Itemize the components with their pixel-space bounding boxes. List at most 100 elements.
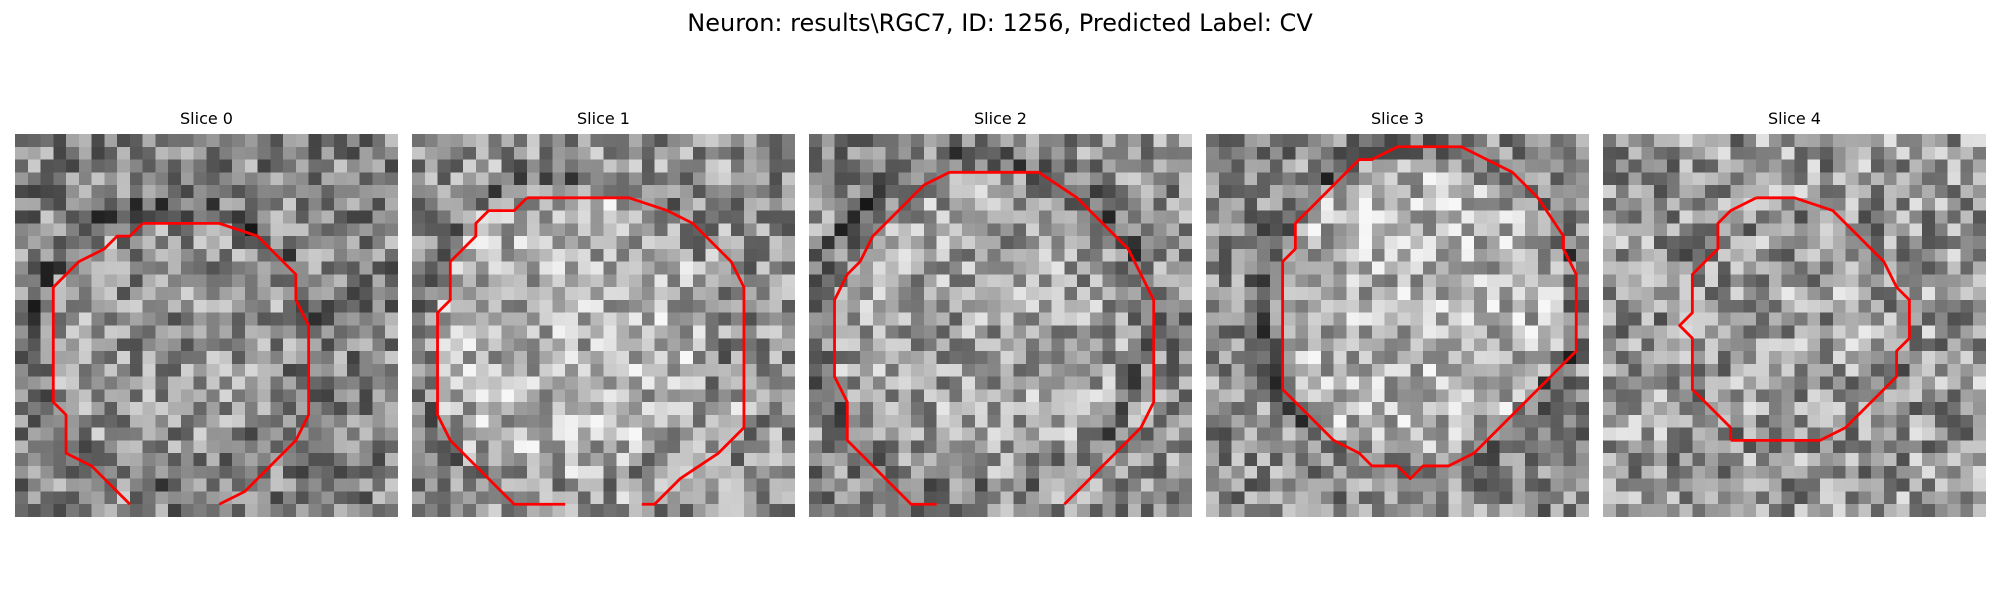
pixel (1295, 159, 1309, 173)
pixel (616, 478, 630, 492)
pixel (283, 134, 297, 148)
pixel (1512, 427, 1526, 441)
pixel (603, 223, 617, 237)
pixel (142, 389, 156, 403)
pixel (1896, 146, 1910, 160)
pixel (1679, 274, 1693, 288)
pixel (821, 389, 835, 403)
pixel (1359, 338, 1373, 352)
pixel (616, 414, 630, 428)
pixel (1128, 363, 1142, 377)
pixel (809, 351, 823, 365)
pixel (923, 287, 937, 301)
pixel (1308, 287, 1322, 301)
pixel (283, 465, 297, 479)
pixel (15, 210, 29, 224)
pixel (117, 261, 131, 275)
pixel (1550, 172, 1564, 186)
pixel (437, 491, 451, 505)
pixel (321, 491, 335, 505)
pixel (117, 134, 131, 148)
pixel (654, 236, 668, 250)
pixel (91, 351, 105, 365)
pixel (1794, 312, 1808, 326)
pixel (1295, 299, 1309, 313)
pixel (911, 453, 925, 467)
pixel (1960, 351, 1974, 365)
pixel (1512, 325, 1526, 339)
pixel (1282, 453, 1296, 467)
pixel (1179, 312, 1192, 326)
pixel (1384, 363, 1398, 377)
pixel (346, 389, 360, 403)
pixel (40, 299, 54, 313)
pixel (1537, 287, 1551, 301)
pixel (1000, 465, 1014, 479)
pixel (629, 159, 643, 173)
pixel (911, 427, 925, 441)
pixel (1563, 274, 1577, 288)
pixel (1756, 453, 1770, 467)
pixel (809, 210, 823, 224)
pixel (962, 414, 976, 428)
pixel (1717, 185, 1731, 199)
pixel (1794, 210, 1808, 224)
pixel (1654, 223, 1668, 237)
pixel (860, 338, 874, 352)
pixel (1320, 159, 1334, 173)
pixel (1000, 351, 1014, 365)
pixel (1269, 465, 1283, 479)
pixel (1550, 134, 1564, 148)
pixel (1832, 172, 1846, 186)
pixel (1308, 146, 1322, 160)
pixel (1410, 223, 1424, 237)
pixel (1179, 402, 1192, 416)
pixel (590, 478, 604, 492)
pixel (1845, 504, 1859, 517)
pixel (1295, 287, 1309, 301)
pixel (552, 376, 566, 390)
pixel (1179, 478, 1192, 492)
pixel (1973, 453, 1986, 467)
pixel (270, 440, 284, 454)
pixel (206, 440, 220, 454)
pixel (1845, 427, 1859, 441)
pixel (1512, 478, 1526, 492)
pixel (565, 146, 579, 160)
pixel (412, 172, 426, 186)
pixel (1615, 427, 1629, 441)
pixel (53, 465, 67, 479)
pixel (974, 363, 988, 377)
pixel (1206, 274, 1220, 288)
pixel (450, 261, 464, 275)
pixel (463, 223, 477, 237)
pixel (1871, 504, 1885, 517)
pixel (962, 389, 976, 403)
pixel (1743, 185, 1757, 199)
pixel (206, 504, 220, 517)
pixel (962, 146, 976, 160)
pixel (1705, 197, 1719, 211)
pixel (1051, 299, 1065, 313)
pixel (1000, 248, 1014, 262)
pixel (552, 312, 566, 326)
pixel (743, 491, 757, 505)
pixel (565, 197, 579, 211)
pixel (437, 389, 451, 403)
pixel (629, 261, 643, 275)
pixel (424, 146, 438, 160)
pixel (847, 338, 861, 352)
pixel (603, 504, 617, 517)
pixel (756, 172, 770, 186)
pixel (1576, 402, 1589, 416)
pixel (756, 287, 770, 301)
pixel (1346, 146, 1360, 160)
pixel (1282, 274, 1296, 288)
pixel (1692, 312, 1706, 326)
pixel (488, 299, 502, 313)
pixel (1537, 312, 1551, 326)
pixel (514, 491, 528, 505)
pixel (1512, 504, 1526, 517)
pixel (1257, 274, 1271, 288)
pixel (488, 159, 502, 173)
